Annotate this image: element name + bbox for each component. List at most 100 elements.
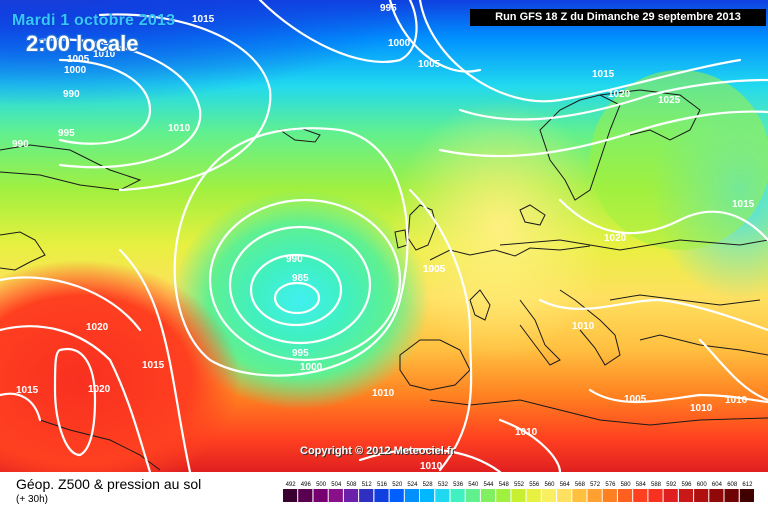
pressure-label: 1000 <box>64 65 87 76</box>
pressure-label: 1005 <box>67 54 90 65</box>
pressure-label: 1005 <box>423 264 446 275</box>
scale-tick-label: 556 <box>529 482 540 488</box>
pressure-label: 1010 <box>372 388 395 399</box>
scale-color-cell <box>602 489 617 502</box>
pressure-label: 1000 <box>388 38 411 49</box>
pressure-label: 990 <box>63 89 80 100</box>
scale-color-cell <box>648 489 663 502</box>
scale-tick-label: 560 <box>544 482 555 488</box>
pressure-label: 1020 <box>88 384 111 395</box>
model-run-info: Run GFS 18 Z du Dimanche 29 septembre 20… <box>470 9 766 26</box>
scale-tick-label: 496 <box>301 482 312 488</box>
pressure-label: 995 <box>292 348 309 359</box>
scale-tick-label: 608 <box>727 482 738 488</box>
pressure-label: 1010 <box>168 123 191 134</box>
scale-color-cell <box>618 489 633 502</box>
color-scale: 492 496 500 504 508 512 516 520 524 528 532 536 540 5… <box>283 482 754 502</box>
scale-color-cell <box>663 489 678 502</box>
scale-tick-label: 540 <box>468 482 479 488</box>
scale-tick-label: 516 <box>377 482 388 488</box>
scale-tick-label: 584 <box>636 482 647 488</box>
pressure-label: 1010 <box>420 461 443 472</box>
scale-color-cell <box>328 489 343 502</box>
scale-color-cell <box>359 489 374 502</box>
pressure-label: 1015 <box>732 199 755 210</box>
scale-tick-label: 588 <box>651 482 662 488</box>
scale-tick-label: 612 <box>742 482 753 488</box>
field-layer <box>0 0 768 472</box>
pressure-label: 1015 <box>592 69 615 80</box>
pressure-label: 1010 <box>93 49 116 60</box>
scale-tick-label: 604 <box>712 482 723 488</box>
copyright-notice: Copyright © 2012 Meteociel.fr <box>300 445 455 457</box>
pressure-label: 990 <box>12 139 29 150</box>
pressure-label: 1020 <box>608 89 631 100</box>
scale-tick-label: 536 <box>453 482 464 488</box>
scale-color-cell <box>343 489 359 502</box>
scale-color-cell <box>678 489 694 502</box>
scale-tick-label: 520 <box>392 482 403 488</box>
pressure-label: 1015 <box>16 385 39 396</box>
scale-tick-label: 508 <box>346 482 357 488</box>
scale-color-cell <box>404 489 419 502</box>
pressure-label: 1000 <box>300 362 323 373</box>
pressure-label: 1015 <box>192 14 215 25</box>
scale-color-cell <box>450 489 465 502</box>
weather-map: 1015 995 1000 1005 1010 1005 1000 990 99… <box>0 0 768 472</box>
scale-color-cell <box>572 489 587 502</box>
pressure-label: 1010 <box>572 321 595 332</box>
pressure-label: 1010 <box>725 395 748 406</box>
scale-tick-label: 504 <box>331 482 342 488</box>
scale-tick-label: 592 <box>666 482 677 488</box>
scale-tick-label: 512 <box>362 482 373 488</box>
pressure-label: 1020 <box>604 233 627 244</box>
scale-color-cell <box>435 489 450 502</box>
pressure-label: 1005 <box>423 264 446 275</box>
scale-color-cell <box>557 489 572 502</box>
forecast-date: Mardi 1 octobre 2013 <box>12 12 176 29</box>
pressure-labels: 1015 995 1000 1005 1010 1005 1000 990 99… <box>12 3 755 472</box>
scale-color-cell <box>283 489 298 502</box>
pressure-label: 1005 <box>624 394 647 405</box>
pressure-label: 1025 <box>658 95 681 106</box>
scale-color-cell <box>526 489 541 502</box>
isobar-layer <box>0 0 768 472</box>
scale-tick-label: 568 <box>575 482 586 488</box>
scale-color-cell <box>374 489 389 502</box>
scale-color-cell <box>633 489 648 502</box>
scale-tick-label: 600 <box>697 482 708 488</box>
scale-tick-label: 572 <box>590 482 601 488</box>
scale-color-cell <box>739 489 754 502</box>
scale-tick-label: 492 <box>286 482 297 488</box>
pressure-label: 1010 <box>515 427 538 438</box>
pressure-label: 1010 <box>690 403 713 414</box>
scale-color-cell <box>587 489 602 502</box>
pressure-label: 990 <box>286 254 303 265</box>
pressure-label: 1015 <box>142 360 165 371</box>
scale-color-cell <box>724 489 739 502</box>
scale-tick-label: 564 <box>560 482 571 488</box>
scale-tick-label: 524 <box>407 482 418 488</box>
pressure-label: 995 <box>380 3 397 14</box>
scale-tick-label: 576 <box>605 482 616 488</box>
scale-tick-label: 580 <box>621 482 632 488</box>
pressure-label: 995 <box>58 128 75 139</box>
scale-color-cell <box>389 489 404 502</box>
scale-tick-label: 596 <box>681 482 692 488</box>
scale-tick-label: 552 <box>514 482 525 488</box>
scale-color-cell <box>465 489 480 502</box>
scale-tick-label: 528 <box>423 482 434 488</box>
pressure-label: 1020 <box>86 322 109 333</box>
scale-tick-label: 500 <box>316 482 327 488</box>
scale-color-cell <box>511 489 526 502</box>
scale-color-cell <box>709 489 724 502</box>
forecast-time: 2:00 locale <box>26 31 139 56</box>
pressure-label: 985 <box>292 273 309 284</box>
scale-tick-label: 544 <box>483 482 494 488</box>
scale-color-cell <box>694 489 709 502</box>
legend-subtitle: (+ 30h) <box>16 494 48 505</box>
scale-tick-label: 532 <box>438 482 449 488</box>
scale-color-cell <box>496 489 511 502</box>
scale-color-cell <box>541 489 556 502</box>
